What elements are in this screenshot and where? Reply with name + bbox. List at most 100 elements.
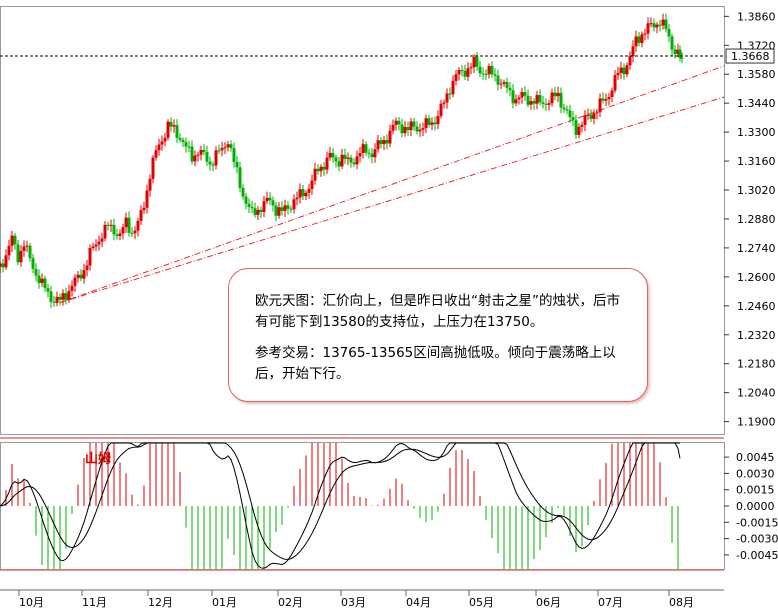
candle-body xyxy=(601,98,605,101)
x-tick-label: 04月 xyxy=(406,596,431,609)
candle-body xyxy=(376,140,380,150)
candle-body xyxy=(385,140,389,144)
candle-body xyxy=(310,180,314,189)
candle-body xyxy=(244,196,248,204)
candle-body xyxy=(568,110,572,118)
y-tick-label: 1.3860 xyxy=(737,10,776,23)
candle-body xyxy=(118,233,122,237)
candle-body xyxy=(19,251,23,263)
candle-body xyxy=(277,207,281,216)
candle-body xyxy=(40,278,44,284)
candle-body xyxy=(592,113,596,119)
y-tick-label: 1.3020 xyxy=(737,184,776,197)
candle-body xyxy=(91,246,95,249)
candle-body xyxy=(73,277,77,286)
candle-body xyxy=(229,144,233,149)
candle-body xyxy=(412,121,416,127)
candle-body xyxy=(466,68,470,77)
candle-body xyxy=(304,192,308,197)
candle-body xyxy=(565,109,569,111)
candle-body xyxy=(649,23,653,25)
candle-body xyxy=(1,263,5,268)
candle-body xyxy=(415,126,419,132)
candle-body xyxy=(154,150,158,158)
candle-body xyxy=(76,274,80,278)
candle-body xyxy=(361,144,365,154)
candle-body xyxy=(268,197,272,201)
candle-body xyxy=(100,238,104,242)
candle-body xyxy=(241,187,245,197)
candle-body xyxy=(271,200,275,206)
candle-body xyxy=(484,74,488,76)
candle-body xyxy=(364,144,368,153)
candle-body xyxy=(445,93,449,103)
candle-body xyxy=(205,152,209,162)
candle-body xyxy=(151,157,155,179)
candle-body xyxy=(13,235,17,245)
candle-body xyxy=(139,210,143,221)
annotation-line-2: 参考交易：13765-13565区间高抛低吸。倾向于震荡略上以后，开始下行。 xyxy=(255,345,616,382)
candle-body xyxy=(175,125,179,138)
candle-body xyxy=(367,152,371,154)
indicator-title: 山姆 xyxy=(85,452,112,467)
y-tick-label: 1.2880 xyxy=(737,213,776,226)
candle-body xyxy=(547,103,551,105)
candle-body xyxy=(220,147,224,151)
indicator-tick-label: -0.0015 xyxy=(736,516,778,529)
price-axis: 1.38601.37201.35801.34401.33001.31601.30… xyxy=(724,10,776,429)
candle-body xyxy=(409,121,413,131)
candle-body xyxy=(514,99,518,104)
candle-body xyxy=(370,153,374,158)
candle-body xyxy=(520,92,524,98)
candle-body xyxy=(262,201,266,212)
candle-body xyxy=(517,97,521,100)
candle-body xyxy=(631,46,635,57)
trendline xyxy=(59,96,725,304)
candle-body xyxy=(301,189,305,197)
candle-body xyxy=(214,150,218,166)
candle-body xyxy=(680,57,684,59)
candle-body xyxy=(511,90,515,104)
candle-body xyxy=(256,209,260,215)
candle-body xyxy=(298,189,302,198)
candle-body xyxy=(678,49,682,58)
candle-body xyxy=(196,154,200,156)
candle-body xyxy=(79,274,83,279)
candle-body xyxy=(355,156,359,165)
x-tick-label: 05月 xyxy=(469,596,494,609)
candle-body xyxy=(295,197,299,200)
y-tick-label: 1.3440 xyxy=(737,97,776,110)
candle-body xyxy=(421,128,425,130)
candle-body xyxy=(193,155,197,162)
candle-body xyxy=(283,205,287,211)
candle-body xyxy=(292,199,296,210)
candle-body xyxy=(661,19,665,26)
candle-body xyxy=(580,125,584,127)
candle-body xyxy=(208,161,212,165)
candle-body xyxy=(667,29,671,37)
indicator-tick-label: 0.0030 xyxy=(736,467,775,480)
x-tick-label: 10月 xyxy=(19,596,44,609)
candle-body xyxy=(418,129,422,132)
candle-body xyxy=(286,205,290,209)
time-axis: 10月 11月 12月 01月 02月 03月 04月 05月 06月 07月 08月 xyxy=(0,589,724,609)
candle-body xyxy=(49,291,53,302)
y-tick-label: 1.2320 xyxy=(737,329,776,342)
candle-body xyxy=(535,95,539,104)
candle-body xyxy=(640,34,644,43)
candle-body xyxy=(199,149,203,155)
candle-body xyxy=(4,255,8,268)
x-tick-label: 08月 xyxy=(669,596,694,609)
x-tick-label: 07月 xyxy=(598,596,623,609)
x-tick-label: 12月 xyxy=(148,596,173,609)
candle-body xyxy=(487,65,491,75)
candle-body xyxy=(358,153,362,157)
candle-body xyxy=(373,149,377,158)
candle-body xyxy=(643,33,647,35)
candle-body xyxy=(529,101,533,105)
candle-body xyxy=(439,103,443,116)
candle-body xyxy=(469,67,473,69)
annotation-line-1: 欧元天图：汇价向上，但是昨日收出“射击之星”的烛状，后市有可能下到13580的支… xyxy=(255,293,620,330)
candle-body xyxy=(211,164,215,166)
candle-body xyxy=(247,203,251,207)
